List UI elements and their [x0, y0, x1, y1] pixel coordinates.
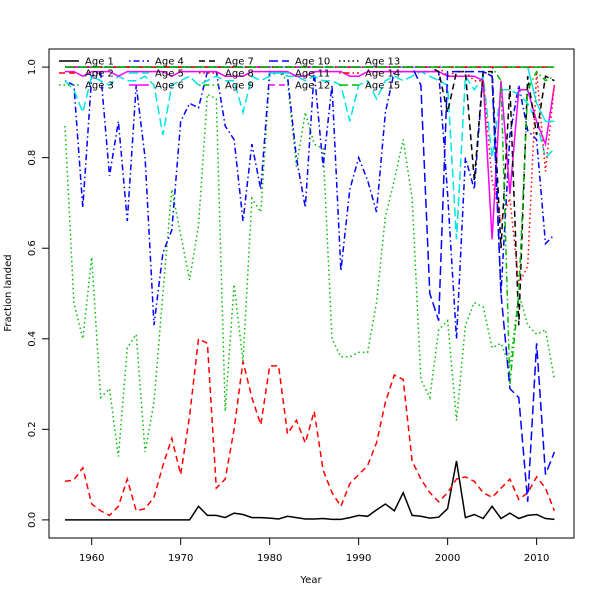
legend-label-age-15: Age 15	[365, 81, 400, 92]
series-line-age-1	[65, 460, 555, 521]
x-tick-label: 1990	[346, 553, 371, 564]
series-layer	[64, 66, 556, 521]
legend-label-age-4: Age 4	[155, 57, 184, 68]
y-tick-label: 0.2	[27, 421, 38, 437]
legend-label-age-12: Age 12	[295, 81, 330, 92]
x-tick-label: 1970	[168, 553, 193, 564]
legend-label-age-6: Age 6	[155, 81, 184, 92]
y-axis: 0.0 0.2 0.4 0.6 0.8 1.0	[27, 59, 50, 528]
legend-label-age-8: Age 8	[225, 69, 254, 80]
legend-label-age-5: Age 5	[155, 69, 184, 80]
series-line-age-2	[64, 337, 556, 517]
y-tick-label: 0.6	[27, 240, 38, 256]
x-tick-label: 1960	[79, 553, 104, 564]
y-tick-label: 1.0	[27, 59, 38, 75]
x-axis: 1960 1970 1980 1990 2000 2010	[79, 537, 549, 564]
x-axis-label: Year	[299, 575, 322, 586]
legend-label-age-3: Age 3	[85, 81, 114, 92]
legend-label-age-1: Age 1	[85, 57, 114, 68]
series-line-age-4	[64, 70, 555, 339]
x-tick-label: 2000	[435, 553, 460, 564]
legend-label-age-10: Age 10	[295, 57, 330, 68]
series-line-age-5	[64, 70, 555, 240]
y-axis-label: Fraction landed	[3, 254, 14, 331]
x-tick-label: 1980	[257, 553, 282, 564]
y-tick-label: 0.0	[27, 512, 38, 528]
y-tick-label: 0.8	[27, 150, 38, 166]
legend-label-age-7: Age 7	[225, 57, 254, 68]
legend-label-age-14: Age 14	[365, 69, 400, 80]
legend-label-age-11: Age 11	[295, 69, 330, 80]
y-tick-label: 0.4	[27, 331, 38, 347]
legend-label-age-13: Age 13	[365, 57, 400, 68]
series-line-age-6	[65, 70, 556, 240]
series-line-age-3	[64, 70, 556, 457]
legend-label-age-2: Age 2	[85, 69, 114, 80]
legend-label-age-9: Age 9	[225, 81, 254, 92]
x-tick-label: 2010	[524, 553, 549, 564]
